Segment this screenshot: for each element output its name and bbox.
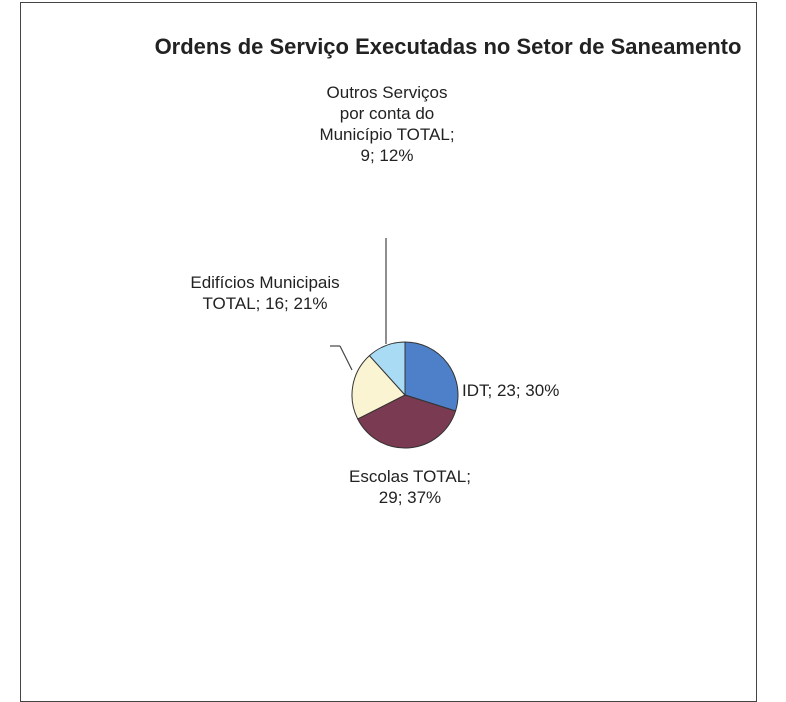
leader-line [339, 345, 353, 371]
slice-label: IDT; 23; 30% [462, 381, 560, 400]
pie-slice [351, 354, 406, 420]
pie-slice [404, 341, 459, 412]
slice-label: Escolas TOTAL; 29; 37% [349, 467, 471, 507]
chart [330, 238, 459, 449]
pie-slice [368, 341, 406, 397]
slice-label: Outros Serviços por conta do Município T… [319, 83, 455, 165]
slice-label: Edifícios Municipais TOTAL; 16; 21% [190, 273, 340, 313]
pie-slice [357, 394, 457, 449]
chart-title: Ordens de Serviço Executadas no Setor de… [154, 34, 742, 59]
page: Ordens de Serviço Executadas no Setor de… [20, 2, 757, 702]
